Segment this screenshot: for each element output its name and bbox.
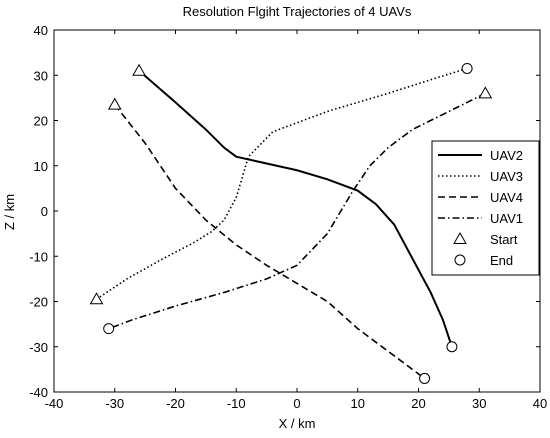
start-marker-uav2 <box>132 63 146 76</box>
legend-label-uav3: UAV3 <box>490 169 523 184</box>
axis-ticks: -40 -30 -20 -10 0 10 20 30 40 -40 -30 -20 -10 0 10 20 30… <box>29 23 547 411</box>
end-marker-uav3 <box>461 62 473 74</box>
y-tick-label: 40 <box>34 23 48 38</box>
start-marker-uav3 <box>89 292 104 305</box>
series-line-uav3 <box>96 67 468 300</box>
x-tick-label: 40 <box>533 396 547 411</box>
x-tick-label: -30 <box>105 396 124 411</box>
legend-label-end: End <box>490 253 513 268</box>
y-axis-label: Z / km <box>2 194 17 230</box>
x-tick-label: 0 <box>293 396 300 411</box>
legend: UAV2 UAV3 UAV4 UAV1 Start End <box>431 140 540 276</box>
x-tick-label: 20 <box>411 396 425 411</box>
legend-box <box>431 140 540 276</box>
y-tick-label: -20 <box>29 295 48 310</box>
x-tick-label: -40 <box>45 396 64 411</box>
x-tick-label: 10 <box>351 396 365 411</box>
y-tick-label: 10 <box>34 159 48 174</box>
end-marker-uav1 <box>103 323 115 335</box>
x-tick-label: -20 <box>166 396 185 411</box>
y-tick-label: 20 <box>34 114 48 129</box>
legend-marker-end <box>454 254 466 266</box>
end-marker-uav4 <box>419 372 431 384</box>
series-layer <box>89 62 493 384</box>
x-tick-label: -10 <box>227 396 246 411</box>
start-marker-uav4 <box>107 97 122 110</box>
x-tick-label: 30 <box>472 396 486 411</box>
series-line-uav1 <box>108 92 486 330</box>
y-tick-label: -30 <box>29 340 48 355</box>
x-axis-label: X / km <box>279 416 316 431</box>
y-tick-label: 30 <box>34 68 48 83</box>
legend-label-uav2: UAV2 <box>490 148 523 163</box>
plot-frame <box>53 29 541 393</box>
legend-label-uav4: UAV4 <box>490 190 523 205</box>
y-tick-label: -40 <box>29 385 48 400</box>
legend-marker-start <box>453 231 467 244</box>
y-tick-label: 0 <box>41 204 48 219</box>
chart-title: Resolution Flgiht Trajectories of 4 UAVs <box>183 4 412 19</box>
y-tick-label: -10 <box>29 249 48 264</box>
legend-label-uav1: UAV1 <box>490 211 523 226</box>
end-marker-uav2 <box>446 341 458 353</box>
legend-label-start: Start <box>490 232 518 247</box>
series-line-uav2 <box>138 69 453 348</box>
series-line-uav4 <box>114 104 426 380</box>
start-marker-uav1 <box>478 86 493 99</box>
